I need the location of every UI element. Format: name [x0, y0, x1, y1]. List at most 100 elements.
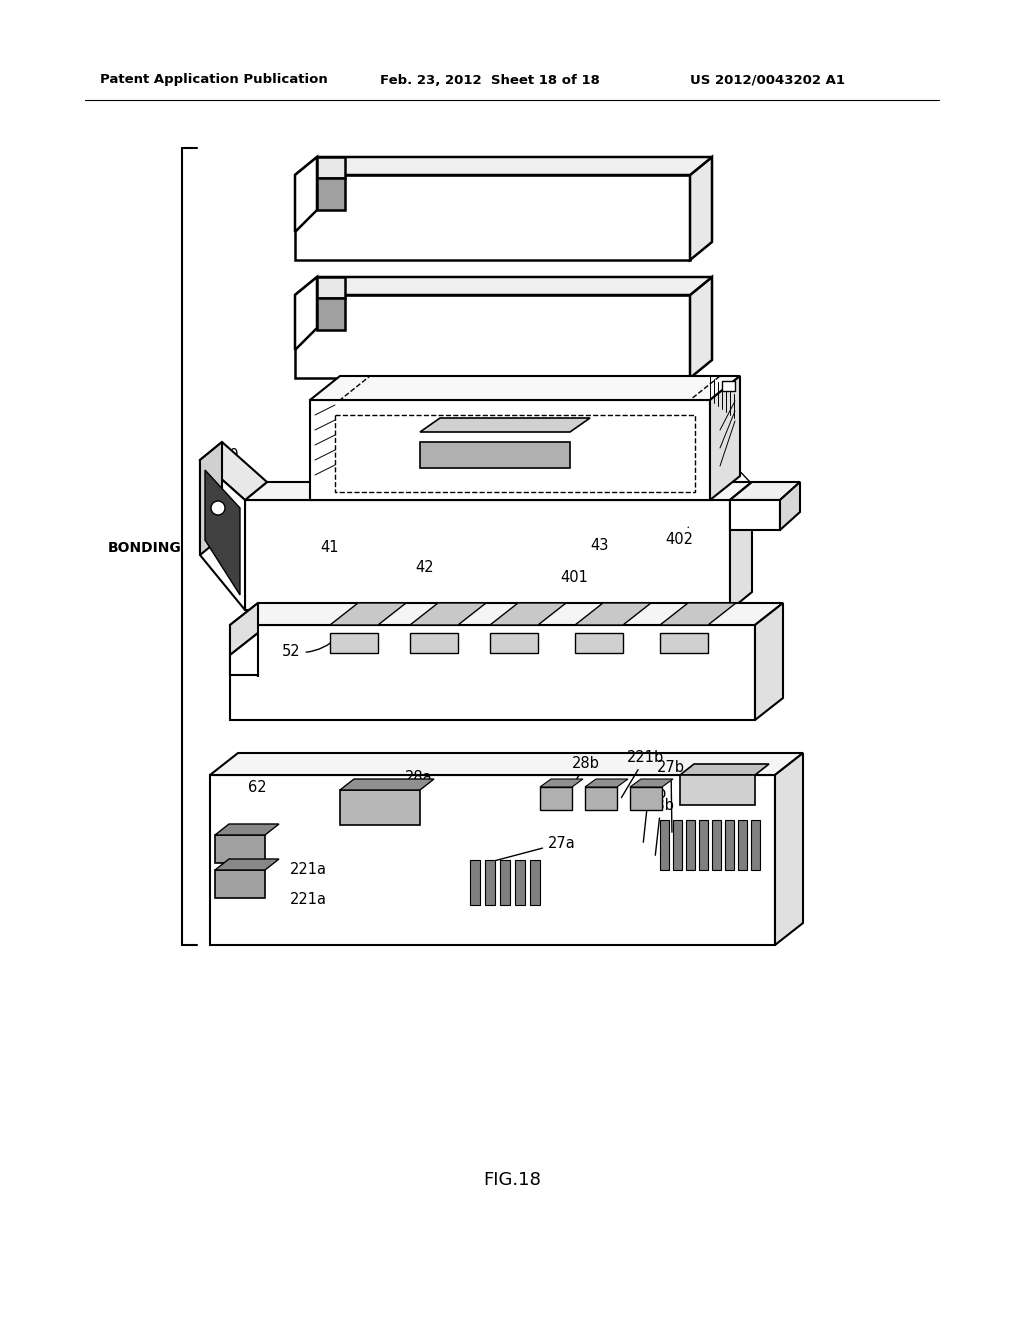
Polygon shape — [686, 820, 695, 870]
Polygon shape — [317, 157, 345, 178]
Polygon shape — [470, 861, 480, 906]
Polygon shape — [295, 294, 690, 378]
Text: US 2012/0043202 A1: US 2012/0043202 A1 — [690, 74, 845, 87]
Polygon shape — [690, 277, 712, 378]
Polygon shape — [730, 500, 780, 531]
Text: 221b: 221b — [622, 750, 665, 797]
Polygon shape — [295, 277, 317, 350]
Polygon shape — [200, 442, 267, 500]
Polygon shape — [660, 603, 736, 624]
Polygon shape — [340, 779, 434, 789]
Text: 221a: 221a — [290, 862, 327, 878]
Text: 50: 50 — [306, 305, 352, 321]
Polygon shape — [755, 603, 783, 719]
Polygon shape — [245, 482, 752, 500]
Text: 23: 23 — [440, 396, 486, 418]
Polygon shape — [500, 861, 510, 906]
Text: 402: 402 — [665, 527, 693, 548]
Polygon shape — [722, 381, 735, 391]
Polygon shape — [730, 482, 800, 500]
Polygon shape — [245, 500, 730, 610]
Text: 28b: 28b — [561, 755, 600, 805]
Polygon shape — [295, 277, 712, 294]
Polygon shape — [215, 870, 265, 898]
Polygon shape — [295, 157, 317, 232]
Text: 52: 52 — [282, 638, 338, 660]
Polygon shape — [215, 836, 265, 863]
Text: 27a: 27a — [493, 836, 575, 861]
Polygon shape — [630, 787, 662, 810]
Text: 221a: 221a — [290, 892, 327, 908]
Circle shape — [211, 502, 225, 515]
Polygon shape — [725, 820, 734, 870]
Text: 60: 60 — [306, 186, 352, 201]
Polygon shape — [420, 442, 570, 469]
Polygon shape — [317, 277, 345, 298]
Polygon shape — [710, 376, 740, 500]
Polygon shape — [730, 482, 752, 610]
Polygon shape — [230, 603, 258, 655]
Text: 27b: 27b — [657, 760, 685, 832]
Polygon shape — [585, 787, 617, 810]
Polygon shape — [490, 634, 538, 653]
Polygon shape — [540, 787, 572, 810]
Polygon shape — [673, 820, 682, 870]
Polygon shape — [630, 779, 673, 787]
Text: Feb. 23, 2012  Sheet 18 of 18: Feb. 23, 2012 Sheet 18 of 18 — [380, 74, 600, 87]
Text: 43: 43 — [590, 537, 608, 553]
Polygon shape — [485, 861, 495, 906]
Text: 40: 40 — [220, 447, 239, 462]
Polygon shape — [215, 824, 279, 836]
Polygon shape — [699, 820, 708, 870]
Polygon shape — [575, 634, 623, 653]
Polygon shape — [230, 634, 258, 677]
Polygon shape — [690, 157, 712, 260]
Polygon shape — [310, 376, 740, 400]
Polygon shape — [660, 634, 708, 653]
Polygon shape — [738, 820, 746, 870]
Polygon shape — [230, 624, 755, 719]
Polygon shape — [210, 775, 775, 945]
Polygon shape — [295, 157, 712, 176]
Polygon shape — [780, 482, 800, 531]
Polygon shape — [515, 861, 525, 906]
Text: 41: 41 — [319, 540, 339, 556]
Text: 401: 401 — [560, 570, 588, 586]
Polygon shape — [420, 418, 590, 432]
Text: 62: 62 — [248, 780, 266, 795]
Polygon shape — [230, 603, 783, 624]
Polygon shape — [330, 634, 378, 653]
Polygon shape — [340, 789, 420, 825]
Polygon shape — [310, 400, 710, 500]
Polygon shape — [680, 775, 755, 805]
Polygon shape — [530, 861, 540, 906]
Polygon shape — [200, 459, 245, 610]
Text: Patent Application Publication: Patent Application Publication — [100, 74, 328, 87]
Text: BONDING: BONDING — [108, 541, 181, 554]
Polygon shape — [317, 178, 345, 210]
Polygon shape — [680, 764, 769, 775]
Text: 42: 42 — [415, 561, 433, 576]
Text: FIG.18: FIG.18 — [483, 1171, 541, 1189]
Polygon shape — [215, 859, 279, 870]
Polygon shape — [410, 603, 486, 624]
Polygon shape — [540, 779, 583, 787]
Polygon shape — [317, 298, 345, 330]
Polygon shape — [490, 603, 566, 624]
Polygon shape — [200, 442, 222, 554]
Text: 221b: 221b — [630, 785, 668, 842]
Polygon shape — [712, 820, 721, 870]
Polygon shape — [775, 752, 803, 945]
Polygon shape — [660, 820, 669, 870]
Polygon shape — [575, 603, 651, 624]
Polygon shape — [205, 470, 240, 595]
Polygon shape — [295, 176, 690, 260]
Polygon shape — [585, 779, 628, 787]
Polygon shape — [210, 752, 803, 775]
Text: 28a: 28a — [372, 771, 432, 813]
Text: 28b: 28b — [647, 797, 675, 855]
Polygon shape — [330, 603, 406, 624]
Polygon shape — [410, 634, 458, 653]
Text: 21: 21 — [720, 453, 762, 495]
Polygon shape — [751, 820, 760, 870]
